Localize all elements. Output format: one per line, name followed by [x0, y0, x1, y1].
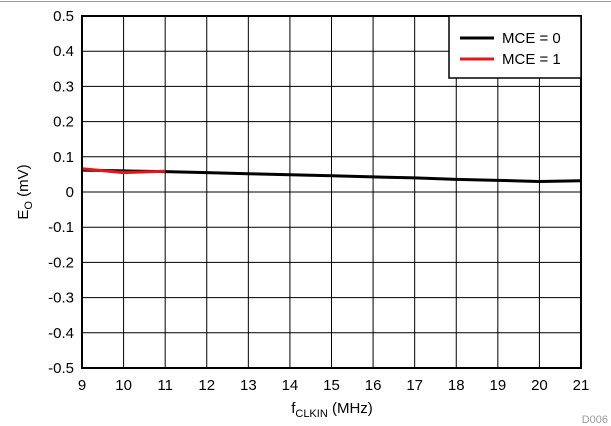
x-axis: 9 10 11 12 13 14 15 16 17 18 19 20 21 — [78, 377, 590, 394]
x-tick-label: 13 — [240, 377, 257, 394]
legend-label-mce-0: MCE = 0 — [502, 30, 561, 47]
y-tick-label: -0.3 — [48, 290, 74, 307]
x-tick-label: 19 — [489, 377, 506, 394]
x-tick-label: 15 — [323, 377, 340, 394]
legend-box — [448, 15, 582, 79]
figure-id: D006 — [582, 414, 608, 426]
legend: MCE = 0 MCE = 1 — [448, 15, 582, 79]
y-tick-label: -0.4 — [48, 325, 74, 342]
x-tick-label: 20 — [531, 377, 548, 394]
legend-label-mce-1: MCE = 1 — [502, 51, 561, 68]
y-tick-label: -0.2 — [48, 254, 74, 271]
x-tick-label: 11 — [157, 377, 173, 394]
x-tick-label: 9 — [78, 377, 86, 394]
y-axis: 0.5 0.4 0.3 0.2 0.1 0 -0.1 -0.2 -0.3 -0.4 -0.5 — [48, 8, 74, 377]
x-tick-label: 12 — [198, 377, 215, 394]
x-tick-label: 18 — [448, 377, 465, 394]
x-tick-label: 14 — [282, 377, 299, 394]
y-tick-label: 0.5 — [53, 8, 74, 25]
x-tick-label: 17 — [406, 377, 423, 394]
x-tick-label: 16 — [365, 377, 382, 394]
y-tick-label: 0 — [66, 184, 74, 201]
y-tick-label: -0.5 — [48, 360, 74, 377]
x-tick-label: 10 — [115, 377, 132, 394]
y-tick-label: 0.1 — [53, 149, 74, 166]
y-tick-label: 0.4 — [53, 43, 74, 60]
y-axis-title: EO (mV) — [15, 164, 35, 219]
x-tick-label: 21 — [573, 377, 590, 394]
top-rule — [0, 1, 611, 2]
y-tick-label: 0.3 — [53, 78, 74, 95]
y-tick-label: 0.2 — [53, 114, 74, 131]
series-line-mce-1 — [81, 167, 166, 175]
plot-lines — [81, 167, 582, 183]
x-axis-title: fCLKIN (MHz) — [291, 400, 373, 420]
plot-frame — [81, 15, 582, 369]
y-tick-label: -0.1 — [48, 219, 74, 236]
